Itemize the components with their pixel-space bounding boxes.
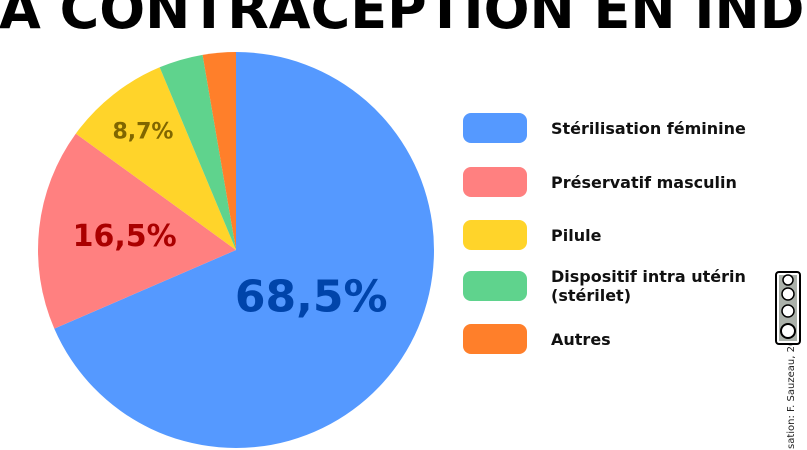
- pie-slice: [159, 54, 236, 250]
- legend-swatch: [463, 167, 527, 197]
- legend-label: Stérilisation féminine: [551, 118, 746, 138]
- pie-slice: [38, 133, 237, 329]
- slice-label: 16,5%: [73, 219, 177, 254]
- chart-title: LA CONTRACEPTION EN INDE: [0, 0, 807, 41]
- pie-slice: [75, 67, 236, 251]
- legend-label: Autres: [551, 329, 611, 349]
- slice-label: 68,5%: [235, 271, 388, 322]
- legend-swatch: [463, 271, 527, 301]
- cc-badge: [775, 271, 801, 345]
- legend-swatch: [463, 220, 527, 250]
- legend-label: Dispositif intra utérin (stérilet): [551, 267, 746, 305]
- credit: sation: F. Sauzeau, 2023: [786, 327, 797, 449]
- credit-text: sation: F. Sauzeau, 2023: [786, 327, 797, 449]
- legend-label: Pilule: [551, 225, 602, 245]
- pie-slice: [202, 52, 236, 250]
- pie-slice: [54, 52, 435, 448]
- legend-swatch: [463, 113, 527, 143]
- legend-label: Préservatif masculin: [551, 172, 737, 192]
- slice-label: 8,7%: [112, 119, 173, 144]
- legend-swatch: [463, 324, 527, 354]
